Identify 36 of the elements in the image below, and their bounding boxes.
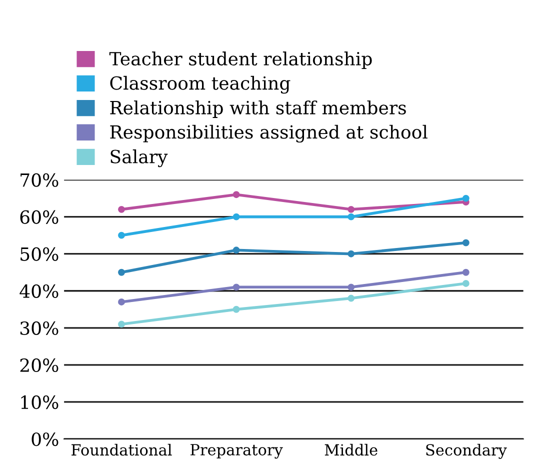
point <box>348 213 355 220</box>
point <box>118 298 125 306</box>
x-tick-label: Preparatory <box>190 444 283 459</box>
point <box>348 250 355 258</box>
y-tick-label: 40% <box>20 284 58 298</box>
y-tick-label: 10% <box>21 395 58 410</box>
point <box>348 284 355 291</box>
y-tick-label: 20% <box>20 358 58 372</box>
point <box>348 206 355 213</box>
point <box>462 280 470 287</box>
legend-label: Teacher student relationship <box>109 52 372 70</box>
legend-label: Classroom teaching <box>110 76 290 94</box>
point <box>348 294 355 302</box>
x-tick-label: Foundational <box>72 444 172 456</box>
y-tick-label: 30% <box>20 321 58 336</box>
point <box>462 239 470 246</box>
x-tick-label: Middle <box>324 444 378 456</box>
point <box>232 284 240 291</box>
point <box>232 306 240 313</box>
x-tick-label: Secondary <box>426 444 507 459</box>
y-tick-label: 50% <box>20 247 58 261</box>
point <box>118 206 125 213</box>
legend-label: Responsibilities assigned at school <box>110 124 428 143</box>
point <box>118 320 125 328</box>
point <box>232 213 240 220</box>
point <box>462 194 470 202</box>
y-tick-label: 60% <box>20 210 58 224</box>
legend-label: Relationship with staff members <box>110 100 406 118</box>
point <box>118 232 125 239</box>
point <box>118 268 125 276</box>
point <box>232 191 240 198</box>
point <box>232 246 240 254</box>
y-tick-label: 70% <box>20 173 58 187</box>
y-tick-label: 0% <box>32 432 58 446</box>
legend-label: Salary <box>110 149 168 168</box>
point <box>462 268 470 276</box>
